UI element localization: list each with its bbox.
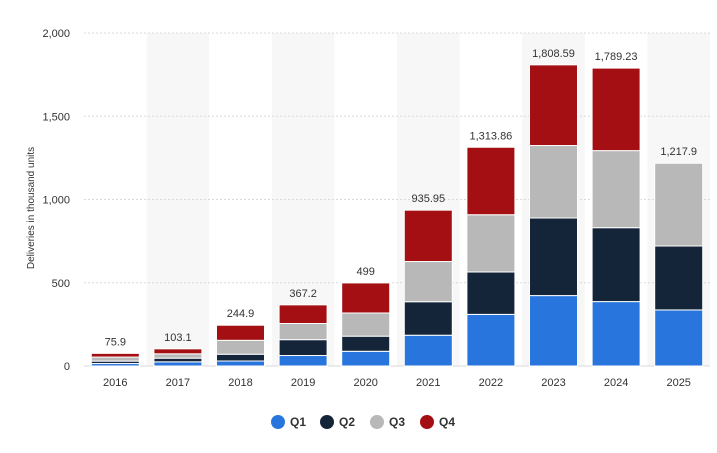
bar-segment-q4 bbox=[529, 64, 578, 147]
total-label: 103.1 bbox=[164, 332, 192, 344]
bar-segment-q2 bbox=[278, 339, 328, 357]
legend-label-q2[interactable]: Q2 bbox=[339, 415, 355, 429]
y-tick-label: 500 bbox=[52, 278, 70, 290]
total-label: 1,313.86 bbox=[469, 130, 512, 142]
total-label: 75.9 bbox=[105, 336, 126, 348]
total-label: 1,217.9 bbox=[660, 146, 697, 158]
x-tick-label: 2025 bbox=[666, 377, 690, 389]
bar-segment-q2 bbox=[341, 335, 391, 352]
total-label: 1,789.23 bbox=[595, 51, 638, 63]
bar-segment-q1 bbox=[591, 301, 641, 367]
x-tick-label: 2023 bbox=[541, 377, 565, 389]
legend-marker-q4 bbox=[420, 415, 434, 429]
legend-label-q3[interactable]: Q3 bbox=[389, 415, 405, 429]
legend-marker-q1 bbox=[271, 415, 285, 429]
bar-segment-q3 bbox=[466, 214, 516, 273]
bar-segment-q3 bbox=[216, 339, 265, 355]
bar-segment-q1 bbox=[216, 360, 265, 367]
bar-segment-q1 bbox=[529, 295, 578, 367]
y-tick-label: 0 bbox=[64, 361, 70, 373]
bar-segment-q2 bbox=[591, 227, 641, 303]
y-axis-label: Deliveries in thousand units bbox=[26, 147, 37, 269]
bar-segment-q3 bbox=[341, 312, 391, 337]
total-label: 935.95 bbox=[411, 193, 445, 205]
total-label: 1,808.59 bbox=[532, 48, 575, 60]
x-tick-label: 2022 bbox=[479, 377, 503, 389]
y-tick-label: 1,000 bbox=[42, 195, 70, 207]
bar-segment-q1 bbox=[153, 361, 203, 367]
y-tick-label: 1,500 bbox=[42, 111, 70, 123]
total-label: 499 bbox=[357, 266, 375, 278]
y-tick-label: 2,000 bbox=[42, 28, 70, 40]
legend-label-q1[interactable]: Q1 bbox=[290, 415, 306, 429]
legend-label-q4[interactable]: Q4 bbox=[439, 415, 455, 429]
bar-segment-q3 bbox=[403, 261, 453, 303]
total-labels: 75.9 103.1 244.9 367.2 499 935.95 1,313.86 1,80… bbox=[105, 48, 697, 348]
x-tick-label: 2017 bbox=[166, 377, 190, 389]
total-label: 244.9 bbox=[227, 308, 255, 320]
bar-segment-q4 bbox=[466, 146, 516, 216]
bar-segment-q2 bbox=[529, 217, 578, 297]
x-tick-label: 2024 bbox=[604, 377, 628, 389]
bar-segment-q3 bbox=[654, 162, 704, 247]
bar-segment-q2 bbox=[403, 301, 453, 336]
bar-segment-q4 bbox=[591, 67, 641, 152]
bar-segment-q1 bbox=[341, 350, 391, 367]
y-axis-ticks: 0 500 1,000 1,500 2,000 bbox=[42, 28, 70, 373]
bar-segment-q3 bbox=[529, 145, 578, 219]
legend-marker-q3 bbox=[370, 415, 384, 429]
x-tick-label: 2020 bbox=[353, 377, 377, 389]
bar-segment-q4 bbox=[403, 209, 453, 263]
bar-segment-q2 bbox=[153, 357, 203, 363]
x-tick-label: 2018 bbox=[228, 377, 252, 389]
x-tick-label: 2019 bbox=[291, 377, 315, 389]
bar-segment-q4 bbox=[341, 282, 391, 314]
bar-segment-q3 bbox=[90, 356, 140, 362]
bar-segment-q3 bbox=[153, 353, 203, 359]
bar-segment-q4 bbox=[153, 348, 203, 355]
x-axis-ticks: 2016 2017 2018 2019 2020 2021 2022 2023 2024 2025 bbox=[103, 377, 691, 389]
bar-segment-q1 bbox=[654, 309, 704, 367]
bar-segment-q2 bbox=[654, 245, 704, 311]
bar-segment-q4 bbox=[278, 304, 328, 325]
bar-segment-q2 bbox=[466, 271, 516, 315]
bar-segment-q1 bbox=[278, 355, 328, 367]
bar-segment-q1 bbox=[403, 334, 453, 367]
bars bbox=[90, 64, 704, 367]
total-label: 367.2 bbox=[289, 288, 317, 300]
bar-segment-q4 bbox=[216, 324, 265, 341]
x-tick-label: 2021 bbox=[416, 377, 440, 389]
bar-segment-q3 bbox=[591, 150, 641, 229]
bar-segment-q2 bbox=[216, 353, 265, 362]
bar-segment-q1 bbox=[466, 313, 516, 367]
bar-segment-q3 bbox=[278, 323, 328, 341]
bar-segment-q4 bbox=[90, 352, 140, 358]
x-tick-label: 2016 bbox=[103, 377, 127, 389]
legend: Q1 Q2 Q3 Q4 bbox=[271, 415, 455, 429]
legend-marker-q2 bbox=[320, 415, 334, 429]
